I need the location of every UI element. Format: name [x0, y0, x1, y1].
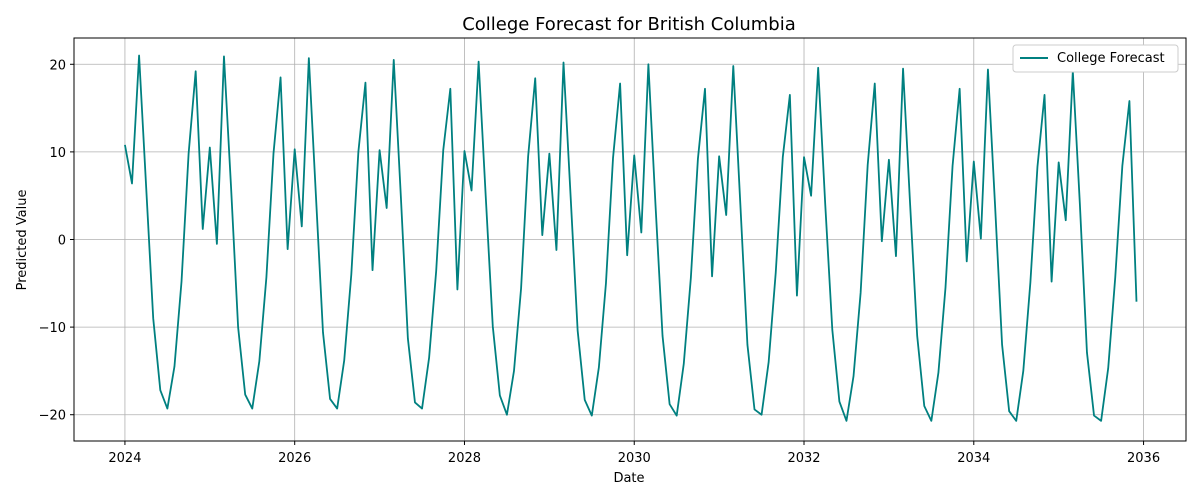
legend-label: College Forecast — [1057, 51, 1165, 66]
y-tick-label: 20 — [49, 58, 66, 73]
y-tick-label: −20 — [39, 409, 66, 424]
x-tick-label: 2030 — [618, 451, 651, 466]
y-tick-label: 10 — [49, 146, 66, 161]
chart-title: College Forecast for British Columbia — [462, 14, 796, 35]
x-tick-label: 2036 — [1127, 451, 1160, 466]
x-axis-label: Date — [613, 471, 644, 486]
x-tick-label: 2034 — [957, 451, 990, 466]
x-tick-label: 2032 — [787, 451, 820, 466]
y-axis: −20 −10 0 10 20 — [39, 58, 74, 424]
x-tick-label: 2028 — [448, 451, 481, 466]
legend: College Forecast — [1012, 44, 1179, 73]
y-tick-label: 0 — [58, 234, 66, 249]
y-axis-label: Predicted Value — [15, 190, 30, 291]
legend-box — [1012, 44, 1179, 73]
series-line-college-forecast — [124, 54, 1138, 422]
x-tick-label: 2026 — [278, 451, 311, 466]
x-tick-label: 2024 — [108, 451, 141, 466]
x-axis: 2024 2026 2028 2030 2032 2034 2036 — [108, 441, 1160, 466]
grid-lines — [74, 38, 1186, 441]
series-line-group — [124, 54, 1138, 422]
y-tick-label: −10 — [39, 321, 66, 336]
